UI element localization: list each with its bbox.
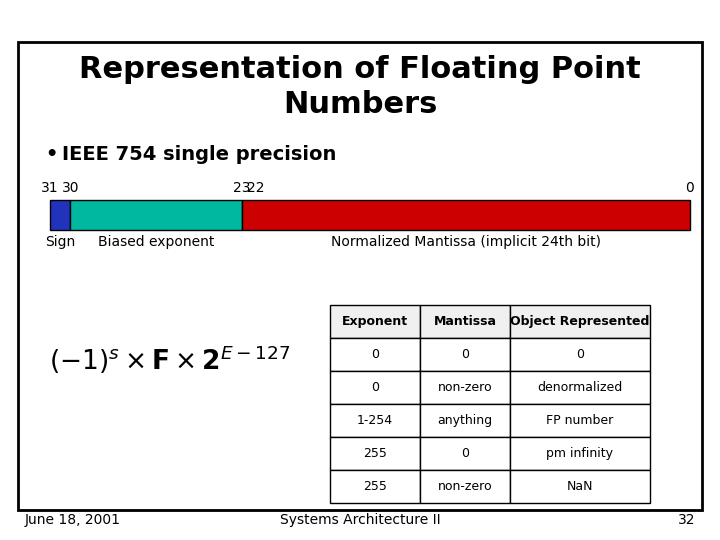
- Text: Representation of Floating Point: Representation of Floating Point: [79, 55, 641, 84]
- Text: 0: 0: [461, 348, 469, 361]
- Bar: [420, 305, 510, 338]
- Text: 0: 0: [576, 348, 584, 361]
- Bar: [420, 404, 510, 437]
- Text: Biased exponent: Biased exponent: [98, 235, 215, 249]
- Text: 1-254: 1-254: [357, 414, 393, 427]
- Bar: [330, 338, 420, 371]
- Text: non-zero: non-zero: [438, 381, 492, 394]
- Bar: [330, 404, 420, 437]
- Text: 0: 0: [685, 181, 694, 195]
- Bar: [420, 371, 510, 404]
- Text: pm infinity: pm infinity: [546, 447, 613, 460]
- Text: •: •: [45, 145, 58, 164]
- Text: Numbers: Numbers: [283, 90, 437, 119]
- Text: Exponent: Exponent: [342, 315, 408, 328]
- Text: Object Represented: Object Represented: [510, 315, 649, 328]
- Bar: [18, 42, 702, 510]
- Text: Mantissa: Mantissa: [433, 315, 497, 328]
- Text: Sign: Sign: [45, 235, 76, 249]
- Text: Normalized Mantissa (implicit 24th bit): Normalized Mantissa (implicit 24th bit): [331, 235, 601, 249]
- Text: 30: 30: [62, 181, 79, 195]
- Text: 31: 31: [41, 181, 59, 195]
- Text: 22: 22: [247, 181, 265, 195]
- Bar: [420, 338, 510, 371]
- Bar: [420, 437, 510, 470]
- Text: non-zero: non-zero: [438, 480, 492, 493]
- Bar: [50, 200, 71, 230]
- Text: 0: 0: [371, 381, 379, 394]
- Text: 0: 0: [461, 447, 469, 460]
- Text: FP number: FP number: [546, 414, 613, 427]
- Bar: [510, 305, 650, 338]
- Bar: [510, 338, 650, 371]
- Bar: [420, 470, 510, 503]
- Bar: [510, 437, 650, 470]
- Text: anything: anything: [438, 414, 492, 427]
- Bar: [330, 371, 420, 404]
- Bar: [330, 305, 420, 338]
- Text: 0: 0: [371, 348, 379, 361]
- Bar: [330, 437, 420, 470]
- Bar: [330, 470, 420, 503]
- Text: 32: 32: [678, 513, 695, 527]
- Bar: [242, 200, 690, 230]
- Bar: [510, 371, 650, 404]
- Text: denormalized: denormalized: [537, 381, 623, 394]
- Bar: [510, 470, 650, 503]
- Text: 255: 255: [363, 480, 387, 493]
- Text: Systems Architecture II: Systems Architecture II: [279, 513, 441, 527]
- Text: NaN: NaN: [567, 480, 593, 493]
- Text: 255: 255: [363, 447, 387, 460]
- Bar: [71, 200, 242, 230]
- Text: IEEE 754 single precision: IEEE 754 single precision: [62, 145, 336, 164]
- Text: $(-1)^s \times \mathbf{F} \times \mathbf{2}^{E-127}$: $(-1)^s \times \mathbf{F} \times \mathbf…: [49, 344, 291, 376]
- Text: June 18, 2001: June 18, 2001: [25, 513, 121, 527]
- Bar: [510, 404, 650, 437]
- Text: 23: 23: [233, 181, 251, 195]
